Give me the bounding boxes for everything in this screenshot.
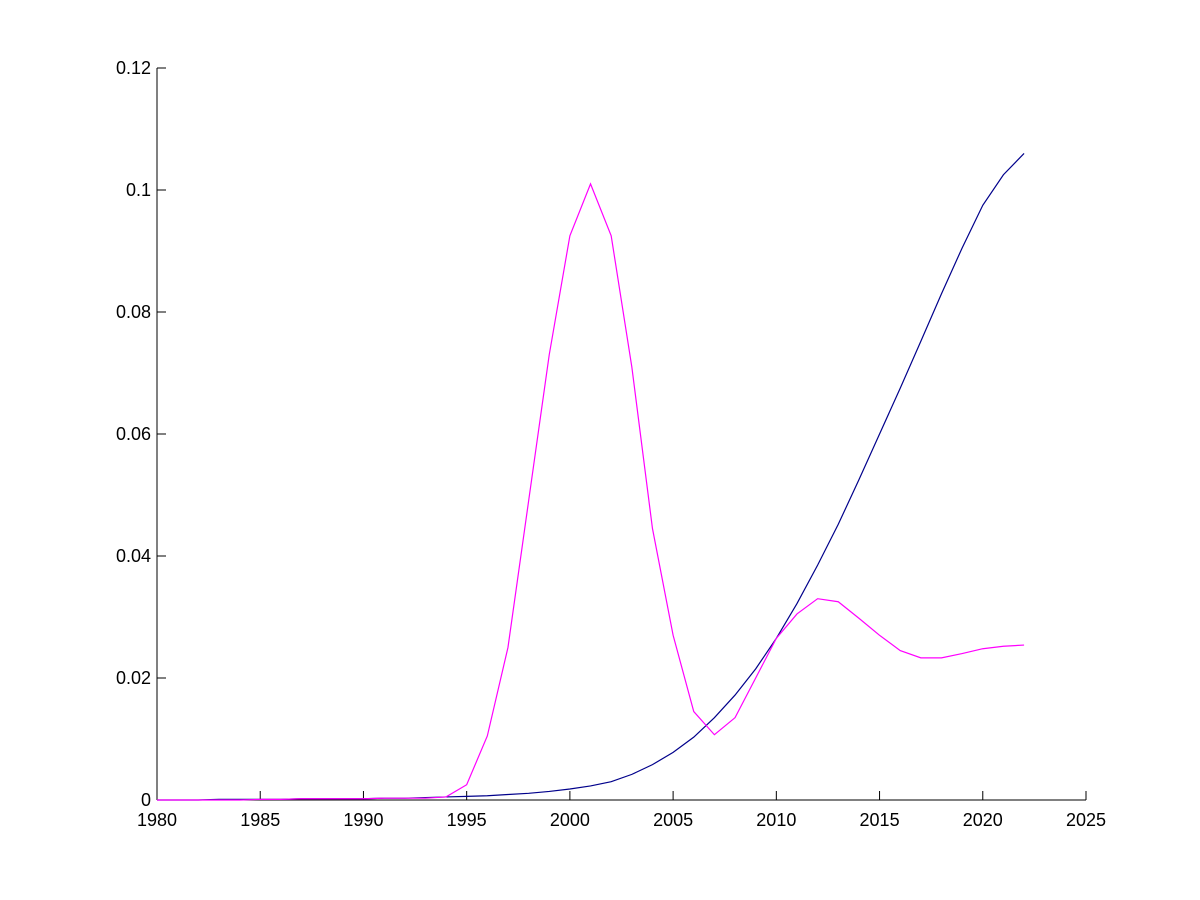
line-series — [157, 182, 1025, 801]
x-tick-label: 2025 — [1066, 810, 1106, 830]
y-tick-label: 0.1 — [126, 180, 151, 200]
x-tick-label: 1985 — [240, 810, 280, 830]
y-tick-label: 0.06 — [116, 424, 151, 444]
x-tick-label: 2000 — [550, 810, 590, 830]
x-tick-label: 1980 — [137, 810, 177, 830]
y-tick-label: 0.12 — [116, 58, 151, 78]
y-tick-label: 0.04 — [116, 546, 151, 566]
x-tick-label: 1990 — [343, 810, 383, 830]
x-tick-label: 2005 — [653, 810, 693, 830]
x-tick-label: 2015 — [860, 810, 900, 830]
x-tick-label: 2010 — [756, 810, 796, 830]
y-tick-label: 0.08 — [116, 302, 151, 322]
y-tick-label: 0 — [141, 790, 151, 810]
x-tick-label: 1995 — [447, 810, 487, 830]
x-tick-label: 2020 — [963, 810, 1003, 830]
y-tick-label: 0.02 — [116, 668, 151, 688]
